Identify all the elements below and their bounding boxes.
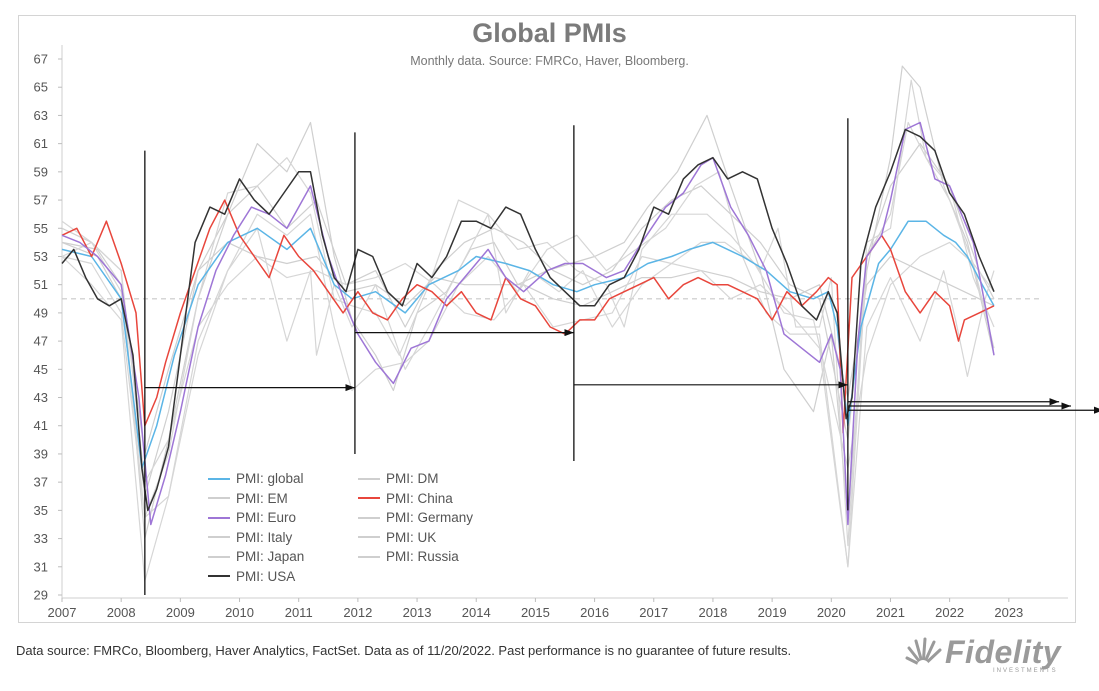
legend-swatch [208,575,230,578]
y-tick-label: 61 [34,136,48,151]
x-tick-label: 2022 [935,605,964,620]
x-tick-label: 2014 [462,605,491,620]
x-tick-label: 2016 [580,605,609,620]
legend-swatch [358,516,380,519]
logo-tagline: INVESTMENTS [993,668,1058,674]
x-tick-label: 2023 [994,605,1023,620]
y-tick-label: 55 [34,221,48,236]
x-tick-label: 2008 [107,605,136,620]
y-tick-label: 65 [34,80,48,95]
y-tick-label: 39 [34,446,48,461]
legend-swatch [358,497,380,500]
x-tick-label: 2013 [403,605,432,620]
series-line-pmi-global [61,220,995,469]
y-tick-label: 53 [34,249,48,264]
y-tick-label: 37 [34,475,48,490]
legend-empty [358,567,508,587]
legend-item: PMI: EM [208,489,358,509]
series-line-pmi-uk [61,79,995,547]
fidelity-sunburst-icon [905,637,942,672]
legend-label: PMI: Russia [386,549,459,565]
legend-swatch [358,555,380,558]
x-tick-label: 2011 [285,605,313,620]
annotation-layer [144,118,1099,595]
legend-item: PMI: DM [358,469,508,489]
chart-subtitle: Monthly data. Source: FMRCo, Haver, Bloo… [410,54,689,68]
x-tick-label: 2010 [225,605,254,620]
legend-label: PMI: DM [386,471,439,487]
x-tick-label: 2007 [48,605,77,620]
legend-swatch [358,477,380,480]
legend-swatch [208,555,230,558]
x-tick-label: 2020 [817,605,846,620]
legend-item: PMI: Japan [208,547,358,567]
legend-item: PMI: Russia [358,547,508,567]
legend-item: PMI: China [358,489,508,509]
y-tick-label: 35 [34,503,48,518]
legend-label: PMI: Euro [236,510,297,526]
x-tick-label: 2012 [343,605,372,620]
series-layer [61,65,995,582]
y-tick-label: 59 [34,164,48,179]
legend-item: PMI: Euro [208,508,358,528]
legend-swatch [208,536,230,539]
fidelity-logo: Fidelity INVESTMENTS [903,634,1088,676]
y-tick-label: 49 [34,305,48,320]
y-tick-label: 41 [34,418,48,433]
y-tick-label: 33 [34,531,48,546]
x-tick-label: 2019 [758,605,787,620]
legend-label: PMI: global [236,471,304,487]
series-line-pmi-usa [61,128,995,512]
series-line-pmi-china [61,199,995,434]
legend-label: PMI: Japan [236,549,305,565]
legend-swatch [208,497,230,500]
x-tick-label: 2009 [166,605,195,620]
legend-label: PMI: EM [236,490,288,506]
legend-item: PMI: USA [208,567,358,587]
legend-swatch [208,516,230,519]
chart-axes: 29 31 33 35 37 39 41 43 45 47 49 51 53 55 57 59 61 63 65 67… [34,45,1068,620]
legend-swatch [208,477,230,480]
y-tick-label: 31 [34,559,48,574]
footer-note: Data source: FMRCo, Bloomberg, Haver Ana… [16,643,792,658]
x-tick-label: 2015 [521,605,550,620]
y-tick-label: 63 [34,108,48,123]
y-tick-label: 57 [34,193,48,208]
legend-label: PMI: Germany [386,510,474,526]
y-tick-label: 43 [34,390,48,405]
chart-frame [18,15,1076,623]
x-tick-label: 2018 [698,605,727,620]
y-tick-label: 45 [34,362,48,377]
legend-label: PMI: UK [386,529,437,545]
legend-item: PMI: global [208,469,358,489]
y-tick-label: 67 [34,52,48,67]
legend-item: PMI: Germany [358,508,508,528]
series-line-pmi-russia [61,241,995,568]
logo-wordmark: Fidelity [945,634,1062,670]
legend-item: PMI: Italy [208,528,358,548]
x-tick-label: 2021 [876,605,905,620]
legend-label: PMI: Italy [236,529,293,545]
legend-label: PMI: China [386,490,453,506]
chart-title: Global PMIs [472,18,627,48]
x-tick-label: 2017 [639,605,668,620]
legend-label: PMI: USA [236,568,296,584]
y-tick-label: 47 [34,334,48,349]
legend-swatch [358,536,380,539]
legend: PMI: global PMI: DM PMI: EM PMI: China PMI: … [208,469,508,586]
y-tick-label: 29 [34,588,48,603]
legend-item: PMI: UK [358,528,508,548]
y-tick-label: 51 [34,277,48,292]
